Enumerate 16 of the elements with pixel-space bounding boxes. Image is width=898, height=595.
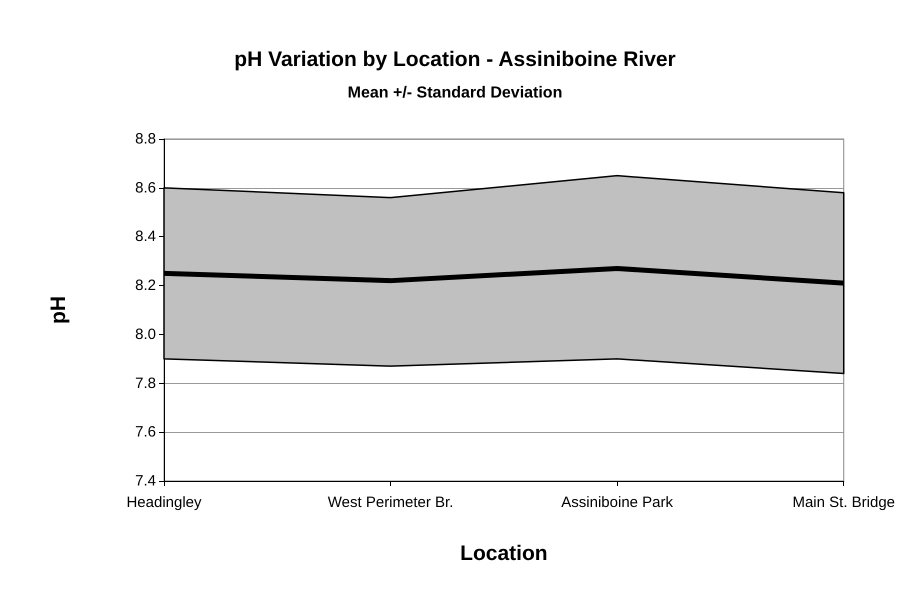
y-tick-label: 8.4 <box>135 228 156 246</box>
chart-subtitle: Mean +/- Standard Deviation <box>348 84 562 102</box>
x-tick-label: Headingley <box>126 494 202 511</box>
y-tick-label: 8.2 <box>135 277 156 294</box>
y-tick-label: 7.6 <box>135 424 156 441</box>
x-tick-label: West Perimeter Br. <box>328 494 454 511</box>
chart-title: pH Variation by Location - Assiniboine River <box>234 48 676 71</box>
x-axis-title: Location <box>460 542 548 565</box>
y-tick-label: 7.8 <box>135 374 156 392</box>
y-tick-label: 8.8 <box>135 130 156 148</box>
y-axis-title: pH <box>47 296 70 324</box>
x-tick-label: Main St. Bridge <box>792 494 895 511</box>
x-tick-label: Assiniboine Park <box>561 494 674 511</box>
y-tick-label: 8.0 <box>135 326 156 343</box>
y-tick-label: 7.4 <box>135 472 156 490</box>
y-tick-label: 8.6 <box>135 179 156 196</box>
